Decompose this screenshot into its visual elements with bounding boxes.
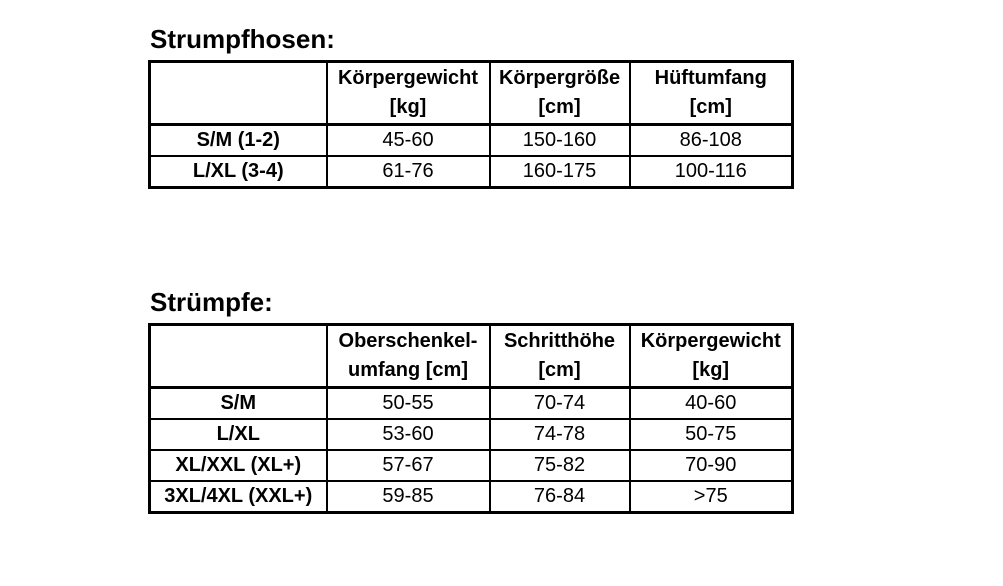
header-line-2: umfang [cm]: [348, 359, 468, 381]
strumpfhosen-section: Strumpfhosen: Körpergewicht [kg] Körperg…: [148, 25, 794, 189]
strumpfhosen-table: Körpergewicht [kg] Körpergröße [cm] Hüft…: [148, 60, 794, 189]
struempfe-header-row: Oberschenkel- umfang [cm] Schritthöhe [c…: [148, 323, 794, 389]
value-cell: 53-60: [325, 418, 491, 451]
value-cell: 61-76: [325, 155, 491, 189]
value-cell: 160-175: [488, 155, 631, 189]
value-cell: 45-60: [325, 123, 491, 157]
value-cell: 76-84: [488, 480, 631, 514]
header-cell-empty: [148, 323, 328, 389]
table-row: L/XL 53-60 74-78 50-75: [148, 418, 794, 451]
strumpfhosen-title: Strumpfhosen:: [150, 24, 335, 54]
header-line-1: Körpergewicht: [337, 67, 479, 89]
struempfe-table: Oberschenkel- umfang [cm] Schritthöhe [c…: [148, 323, 794, 514]
row-label: XL/XXL (XL+): [148, 449, 328, 482]
header-line-1: Schritthöhe: [503, 330, 616, 352]
table-row: 3XL/4XL (XXL+) 59-85 76-84 >75: [148, 480, 794, 514]
value-cell: 40-60: [628, 386, 794, 420]
header-cell-schritthoehe: Schritthöhe [cm]: [488, 323, 631, 389]
header-cell-koerpergewicht: Körpergewicht [kg]: [325, 60, 491, 126]
table-row: XL/XXL (XL+) 57-67 75-82 70-90: [148, 449, 794, 482]
header-unit: [cm]: [538, 359, 581, 381]
header-line-1: Oberschenkel-: [338, 330, 478, 352]
value-cell: 74-78: [488, 418, 631, 451]
value-cell: >75: [628, 480, 794, 514]
header-line-1: Hüftumfang: [654, 67, 767, 89]
row-label: S/M: [148, 386, 328, 420]
page-content: Strumpfhosen: Körpergewicht [kg] Körperg…: [148, 0, 794, 514]
header-cell-koerpergewicht: Körpergewicht [kg]: [628, 323, 794, 389]
row-label: L/XL: [148, 418, 328, 451]
header-line-1: Körpergewicht: [640, 330, 781, 352]
value-cell: 59-85: [325, 480, 491, 514]
value-cell: 100-116: [628, 155, 794, 189]
table-row: L/XL (3-4) 61-76 160-175 100-116: [148, 155, 794, 189]
header-cell-hueftumfang: Hüftumfang [cm]: [628, 60, 794, 126]
row-label: S/M (1-2): [148, 123, 328, 157]
header-cell-oberschenkelumfang: Oberschenkel- umfang [cm]: [325, 323, 491, 389]
header-unit: [kg]: [389, 96, 427, 118]
table-row: S/M 50-55 70-74 40-60: [148, 386, 794, 420]
header-unit: [kg]: [692, 359, 730, 381]
header-cell-empty: [148, 60, 328, 126]
table-row: S/M (1-2) 45-60 150-160 86-108: [148, 123, 794, 157]
row-label: L/XL (3-4): [148, 155, 328, 189]
header-unit: [cm]: [538, 96, 581, 118]
header-cell-koerpergroesse: Körpergröße [cm]: [488, 60, 631, 126]
strumpfhosen-header-row: Körpergewicht [kg] Körpergröße [cm] Hüft…: [148, 60, 794, 126]
value-cell: 50-75: [628, 418, 794, 451]
value-cell: 57-67: [325, 449, 491, 482]
header-unit: [cm]: [689, 96, 732, 118]
value-cell: 50-55: [325, 386, 491, 420]
value-cell: 75-82: [488, 449, 631, 482]
row-label: 3XL/4XL (XXL+): [148, 480, 328, 514]
value-cell: 70-74: [488, 386, 631, 420]
struempfe-title: Strümpfe:: [150, 287, 273, 317]
value-cell: 150-160: [488, 123, 631, 157]
header-line-1: Körpergröße: [498, 67, 621, 89]
value-cell: 70-90: [628, 449, 794, 482]
value-cell: 86-108: [628, 123, 794, 157]
struempfe-section: Strümpfe: Oberschenkel- umfang [cm] Schr…: [148, 288, 794, 514]
